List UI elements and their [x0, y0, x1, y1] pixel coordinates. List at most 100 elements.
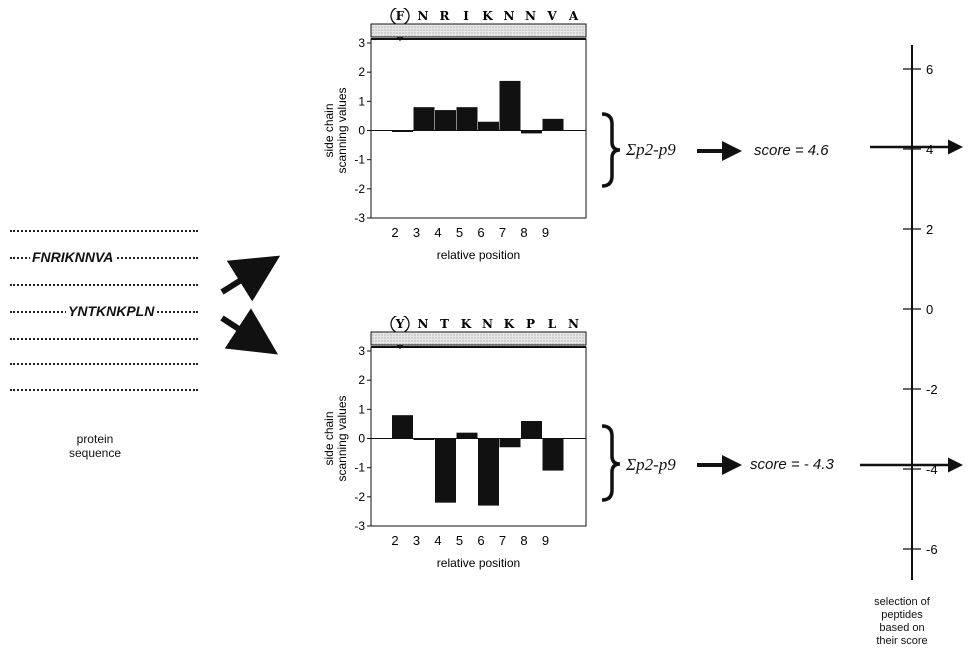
sequence-letter: P	[526, 317, 535, 331]
y-tick-label: 0	[358, 432, 365, 446]
y-axis-label: scanning values	[335, 87, 349, 173]
caption-line: selection of	[874, 596, 930, 608]
sequence-letter: L	[548, 317, 557, 331]
sequence-letter: N	[418, 9, 429, 23]
x-tick-label: 9	[542, 533, 549, 548]
y-axis-label: side chain	[322, 411, 336, 465]
y-tick-label: 3	[358, 344, 365, 358]
stippled-header	[370, 331, 587, 346]
arrow-down-icon	[220, 308, 279, 355]
bar	[392, 130, 413, 132]
x-tick-label: 8	[520, 225, 527, 240]
plot-frame	[370, 346, 587, 527]
x-tick-label: 8	[520, 533, 527, 548]
sequence-letter: K	[482, 9, 493, 23]
plot-frame	[370, 38, 587, 219]
sequence-letter: N	[504, 9, 515, 23]
brace-icon	[601, 112, 621, 188]
score-tick-label: -2	[926, 382, 938, 397]
x-tick-label: 2	[391, 533, 398, 548]
x-tick-label: 9	[542, 225, 549, 240]
caption-line: protein	[76, 432, 114, 446]
score-tick-label: 2	[926, 222, 933, 237]
x-tick-label: 5	[456, 533, 463, 548]
y-tick-label: 1	[358, 402, 365, 416]
x-axis-label: relative position	[437, 556, 520, 570]
peptide-sequence-1: FNRIKNNVA	[30, 249, 116, 265]
x-axis-label: relative position	[437, 248, 520, 262]
stippled-header	[370, 23, 587, 38]
bar	[456, 107, 478, 131]
x-tick-label: 4	[434, 533, 441, 548]
sequence-letter: N	[482, 317, 493, 331]
caption-line: based on	[879, 622, 925, 634]
bar	[478, 121, 499, 131]
bar	[478, 438, 499, 506]
score-tick-label: 6	[926, 62, 933, 77]
y-axis-label: side chain	[322, 103, 336, 157]
sequence-line	[10, 230, 198, 232]
y-tick-label: 0	[358, 124, 365, 138]
y-tick-label: -2	[354, 490, 365, 504]
sequence-letter: R	[440, 9, 451, 23]
x-tick-label: 4	[434, 225, 441, 240]
x-tick-label: 3	[413, 533, 420, 548]
sequence-letter: T	[440, 317, 449, 331]
y-tick-label: -2	[354, 182, 365, 196]
sequence-line	[10, 389, 198, 391]
caption-line: their score	[876, 635, 928, 647]
sequence-letter: A	[568, 9, 579, 23]
score-axis: 6 4 2 0 -2 -4 -6	[903, 45, 938, 580]
sequence-letter: K	[461, 317, 472, 331]
score-axis-caption: selection of peptides based on their sco…	[866, 596, 938, 648]
x-tick-label: 2	[391, 225, 398, 240]
caption-line: sequence	[68, 446, 122, 460]
bar	[521, 421, 542, 439]
score-label-1: score = 4.6	[754, 142, 829, 159]
sequence-line	[10, 338, 198, 340]
caption-line: peptides	[881, 609, 923, 621]
bar	[499, 80, 521, 131]
score-tick-label: -4	[926, 462, 938, 477]
x-tick-label: 7	[499, 533, 506, 548]
y-axis-label: scanning values	[335, 395, 349, 481]
score-tick-label: 0	[926, 302, 933, 317]
bar	[435, 110, 456, 131]
y-tick-label: -1	[354, 461, 365, 475]
protein-sequence-caption: protein sequence	[50, 432, 140, 460]
sequence-letter: I	[463, 9, 469, 23]
y-tick-label: 2	[358, 373, 365, 387]
sequence-letter: N	[525, 9, 536, 23]
y-tick-label: -3	[354, 211, 365, 225]
sum-label-2: Σp2-p9	[626, 455, 676, 474]
sum-label-1: Σp2-p9	[626, 140, 676, 159]
arrow-up-icon	[220, 255, 281, 302]
bar	[392, 415, 413, 439]
sequence-letter: V	[546, 9, 557, 23]
score-tick-label: -6	[926, 542, 938, 557]
bar	[435, 438, 456, 503]
bar	[456, 432, 478, 439]
brace-icon	[601, 424, 621, 502]
sequence-line	[10, 284, 198, 286]
bar	[521, 130, 542, 134]
x-tick-label: 6	[477, 225, 484, 240]
x-tick-label: 5	[456, 225, 463, 240]
bar	[542, 438, 564, 471]
sequence-letter: N	[568, 317, 579, 331]
sequence-letter: N	[418, 317, 429, 331]
y-tick-label: 3	[358, 36, 365, 50]
bar	[413, 107, 435, 131]
x-tick-label: 7	[499, 225, 506, 240]
bar	[413, 438, 435, 440]
y-tick-label: -3	[354, 519, 365, 533]
bar	[542, 118, 564, 131]
bar	[499, 438, 521, 448]
x-tick-label: 6	[477, 533, 484, 548]
x-tick-label: 3	[413, 225, 420, 240]
